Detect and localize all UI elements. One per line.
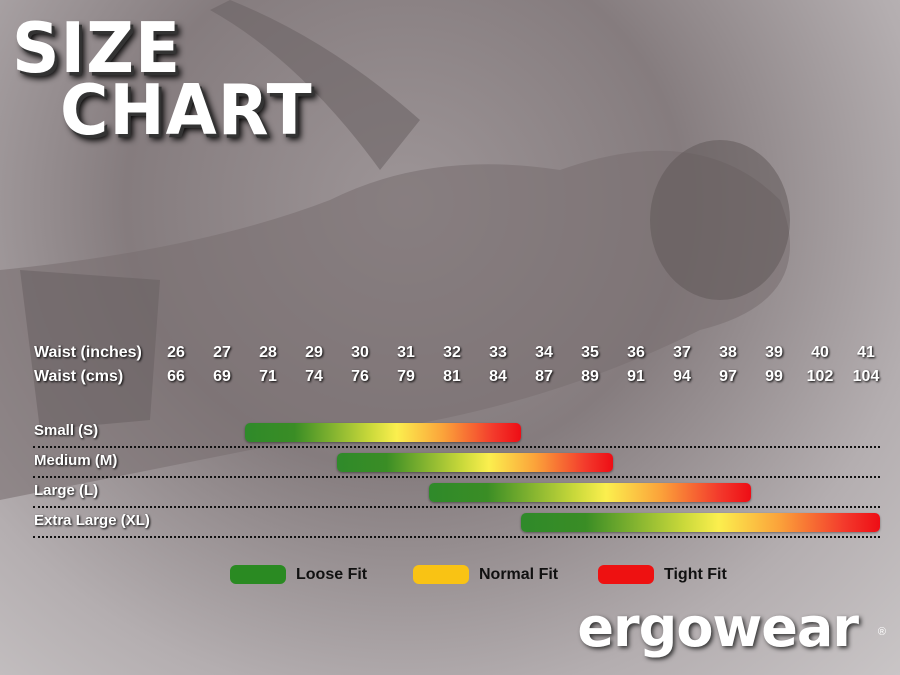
tick-label: 36 bbox=[627, 344, 645, 361]
tick-label: 91 bbox=[627, 368, 645, 385]
tick-label: 69 bbox=[213, 368, 231, 385]
fit-range-bar bbox=[245, 423, 521, 442]
tick-label: 102 bbox=[806, 368, 834, 385]
tick-label: 27 bbox=[213, 344, 231, 361]
axis-row-label: Waist (cms) bbox=[34, 368, 124, 385]
tick-label: 74 bbox=[305, 368, 323, 385]
legend-label: Loose Fit bbox=[296, 565, 368, 583]
legend-label: Tight Fit bbox=[664, 565, 727, 583]
tick-label: 37 bbox=[673, 344, 691, 361]
fit-range-bar bbox=[521, 513, 880, 532]
fit-range-bar bbox=[337, 453, 613, 472]
tick-label: 97 bbox=[719, 368, 737, 385]
size-label: Extra Large (XL) bbox=[34, 512, 150, 529]
legend-swatch bbox=[598, 565, 654, 584]
fit-range-bar bbox=[429, 483, 751, 502]
tick-label: 38 bbox=[719, 344, 737, 361]
tick-label: 40 bbox=[811, 344, 829, 361]
legend-swatch bbox=[413, 565, 469, 584]
tick-label: 33 bbox=[489, 344, 507, 361]
tick-label: 30 bbox=[351, 344, 369, 361]
tick-label: 89 bbox=[581, 368, 599, 385]
tick-label: 66 bbox=[167, 368, 185, 385]
tick-label: 79 bbox=[397, 368, 415, 385]
title-line-2: CHART bbox=[60, 70, 313, 151]
legend-item: Loose Fit bbox=[230, 565, 367, 584]
tick-label: 104 bbox=[852, 368, 880, 385]
size-label: Large (L) bbox=[34, 482, 99, 499]
tick-label: 28 bbox=[259, 344, 277, 361]
tick-label: 81 bbox=[443, 368, 461, 385]
tick-label: 32 bbox=[443, 344, 461, 361]
tick-label: 41 bbox=[857, 344, 875, 361]
row-divider bbox=[33, 476, 880, 478]
row-divider bbox=[33, 446, 880, 448]
tick-label: 76 bbox=[351, 368, 369, 385]
legend-swatch bbox=[230, 565, 286, 584]
row-divider bbox=[33, 536, 880, 538]
tick-label: 94 bbox=[673, 368, 691, 385]
tick-label: 87 bbox=[535, 368, 553, 385]
legend-item: Normal Fit bbox=[413, 565, 558, 584]
tick-label: 29 bbox=[305, 344, 323, 361]
tick-label: 99 bbox=[765, 368, 783, 385]
title-line-1: SIZE bbox=[12, 8, 182, 89]
tick-label: 26 bbox=[167, 344, 185, 361]
tick-label: 31 bbox=[397, 344, 415, 361]
registered-mark: ® bbox=[877, 626, 886, 638]
tick-label: 84 bbox=[489, 368, 507, 385]
tick-label: 34 bbox=[535, 344, 553, 361]
legend-item: Tight Fit bbox=[598, 565, 727, 584]
size-label: Medium (M) bbox=[34, 452, 118, 469]
tick-label: 39 bbox=[765, 344, 783, 361]
ergowear-logo: ergowear bbox=[577, 596, 859, 659]
size-label: Small (S) bbox=[34, 422, 99, 439]
legend-label: Normal Fit bbox=[479, 565, 559, 583]
tick-label: 35 bbox=[581, 344, 599, 361]
tick-label: 71 bbox=[259, 368, 277, 385]
axis-row-label: Waist (inches) bbox=[34, 344, 142, 361]
row-divider bbox=[33, 506, 880, 508]
